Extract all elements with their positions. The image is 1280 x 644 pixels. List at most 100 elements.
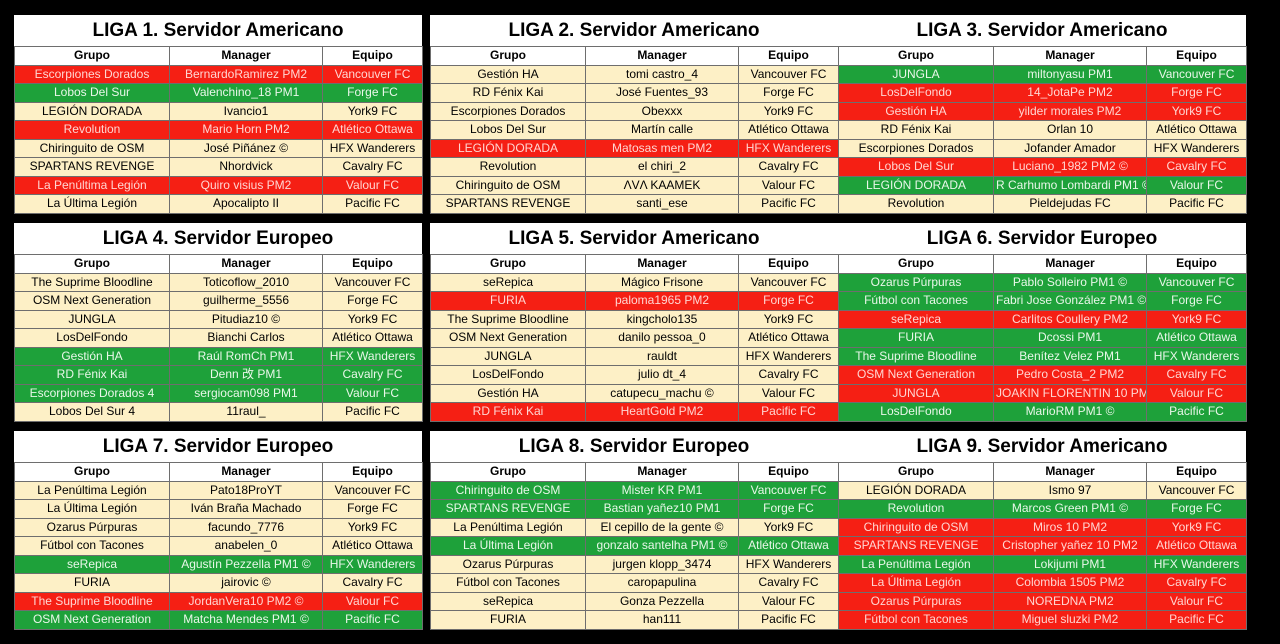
league-table-1: LIGA 1. Servidor Americano Grupo Manager Eq… bbox=[14, 15, 423, 214]
table-row: LosDelFondo 14_JotaPe PM2 Forge FC bbox=[838, 83, 1247, 103]
league-title: LIGA 3. Servidor Americano bbox=[838, 15, 1246, 46]
league-title: LIGA 1. Servidor Americano bbox=[14, 15, 422, 46]
manager-cell: Pato18ProYT bbox=[169, 480, 323, 500]
table-row: SPARTANS REVENGE Bastian yañez10 PM1 Forge… bbox=[430, 499, 839, 519]
group-cell: OSM Next Generation bbox=[14, 610, 170, 630]
team-cell: York9 FC bbox=[738, 101, 839, 121]
group-cell: La Última Legión bbox=[14, 194, 170, 214]
header-group: Grupo bbox=[430, 462, 586, 482]
team-cell: HFX Wanderers bbox=[1146, 346, 1247, 366]
group-cell: Gestión HA bbox=[430, 383, 586, 403]
manager-cell: Orlan 10 bbox=[993, 120, 1147, 140]
manager-cell: catupecu_machu © bbox=[585, 383, 739, 403]
group-cell: Lobos Del Sur bbox=[14, 83, 170, 103]
manager-cell: danilo pessoa_0 bbox=[585, 328, 739, 348]
header-row: Grupo Manager Equipo bbox=[838, 462, 1247, 482]
manager-cell: Fabri Jose González PM1 © bbox=[993, 291, 1147, 311]
manager-cell: Matosas men PM2 bbox=[585, 138, 739, 158]
table-row: La Última Legión Apocalipto II Pacific FC bbox=[14, 194, 423, 214]
manager-cell: Mario Horn PM2 bbox=[169, 120, 323, 140]
group-cell: Chiringuito de OSM bbox=[14, 138, 170, 158]
header-team: Equipo bbox=[322, 254, 423, 274]
manager-cell: Toticoflow_2010 bbox=[169, 272, 323, 292]
team-cell: Pacific FC bbox=[322, 402, 423, 422]
table-row: Escorpiones Dorados 4 sergiocam098 PM1 Val… bbox=[14, 383, 423, 403]
manager-cell: jairovic © bbox=[169, 573, 323, 593]
team-cell: Pacific FC bbox=[1146, 402, 1247, 422]
manager-cell: julio dt_4 bbox=[585, 365, 739, 385]
team-cell: Forge FC bbox=[738, 83, 839, 103]
team-cell: Vancouver FC bbox=[1146, 272, 1247, 292]
table-row: SPARTANS REVENGE Nhordvick Cavalry FC bbox=[14, 157, 423, 177]
group-cell: seRepica bbox=[430, 272, 586, 292]
team-cell: York9 FC bbox=[1146, 309, 1247, 329]
table-row: Revolution Pieldejudas FC Pacific FC bbox=[838, 194, 1247, 214]
group-cell: Chiringuito de OSM bbox=[430, 175, 586, 195]
manager-cell: tomi castro_4 bbox=[585, 64, 739, 84]
header-group: Grupo bbox=[14, 462, 170, 482]
table-row: The Suprime Bloodline Benítez Velez PM1 HF… bbox=[838, 346, 1247, 366]
group-cell: SPARTANS REVENGE bbox=[838, 536, 994, 556]
group-cell: LEGIÓN DORADA bbox=[838, 175, 994, 195]
header-manager: Manager bbox=[585, 462, 739, 482]
manager-cell: Miros 10 PM2 bbox=[993, 517, 1147, 537]
manager-cell: Pitudiaz10 © bbox=[169, 309, 323, 329]
league-table-2: LIGA 2. Servidor Americano Grupo Manager Eq… bbox=[430, 15, 839, 214]
table-row: OSM Next Generation Pedro Costa_2 PM2 Cava… bbox=[838, 365, 1247, 385]
team-cell: Atlético Ottawa bbox=[322, 536, 423, 556]
table-row: Lobos Del Sur 4 11raul_ Pacific FC bbox=[14, 402, 423, 422]
manager-cell: Benítez Velez PM1 bbox=[993, 346, 1147, 366]
team-cell: Cavalry FC bbox=[738, 365, 839, 385]
manager-cell: Matcha Mendes PM1 © bbox=[169, 610, 323, 630]
manager-cell: sergiocam098 PM1 bbox=[169, 383, 323, 403]
header-manager: Manager bbox=[169, 254, 323, 274]
group-cell: Lobos Del Sur bbox=[430, 120, 586, 140]
group-cell: LEGIÓN DORADA bbox=[14, 101, 170, 121]
standings-table: Grupo Manager Equipo seRepica Mágico Frisone… bbox=[430, 254, 839, 422]
group-cell: Chiringuito de OSM bbox=[430, 480, 586, 500]
manager-cell: Pedro Costa_2 PM2 bbox=[993, 365, 1147, 385]
group-cell: Revolution bbox=[430, 157, 586, 177]
header-row: Grupo Manager Equipo bbox=[14, 462, 423, 482]
team-cell: Valour FC bbox=[738, 591, 839, 611]
table-row: Lobos Del Sur Luciano_1982 PM2 © Cavalry F… bbox=[838, 157, 1247, 177]
team-cell: York9 FC bbox=[322, 101, 423, 121]
team-cell: York9 FC bbox=[1146, 517, 1247, 537]
team-cell: Atlético Ottawa bbox=[738, 536, 839, 556]
table-row: RD Fénix Kai Denn 改 PM1 Cavalry FC bbox=[14, 365, 423, 385]
team-cell: Cavalry FC bbox=[322, 365, 423, 385]
group-cell: Fútbol con Tacones bbox=[838, 610, 994, 630]
manager-cell: NOREDNA PM2 bbox=[993, 591, 1147, 611]
manager-cell: el chiri_2 bbox=[585, 157, 739, 177]
table-row: JUNGLA miltonyasu PM1 Vancouver FC bbox=[838, 64, 1247, 84]
team-cell: HFX Wanderers bbox=[738, 554, 839, 574]
manager-cell: Valenchino_18 PM1 bbox=[169, 83, 323, 103]
header-group: Grupo bbox=[430, 46, 586, 66]
table-row: RD Fénix Kai José Fuentes_93 Forge FC bbox=[430, 83, 839, 103]
manager-cell: paloma1965 PM2 bbox=[585, 291, 739, 311]
header-manager: Manager bbox=[585, 46, 739, 66]
group-cell: LosDelFondo bbox=[838, 83, 994, 103]
header-row: Grupo Manager Equipo bbox=[838, 254, 1247, 274]
group-cell: RD Fénix Kai bbox=[430, 83, 586, 103]
manager-cell: han111 bbox=[585, 610, 739, 630]
group-cell: OSM Next Generation bbox=[14, 291, 170, 311]
group-cell: RD Fénix Kai bbox=[14, 365, 170, 385]
table-row: Lobos Del Sur Valenchino_18 PM1 Forge FC bbox=[14, 83, 423, 103]
table-row: JUNGLA rauldt HFX Wanderers bbox=[430, 346, 839, 366]
standings-table: Grupo Manager Equipo JUNGLA miltonyasu PM1 Va… bbox=[838, 46, 1247, 214]
league-table-9: LIGA 9. Servidor Americano Grupo Manager Eq… bbox=[838, 431, 1247, 630]
table-row: The Suprime Bloodline JordanVera10 PM2 © V… bbox=[14, 591, 423, 611]
table-row: seRepica Carlitos Coullery PM2 York9 FC bbox=[838, 309, 1247, 329]
manager-cell: 11raul_ bbox=[169, 402, 323, 422]
team-cell: Pacific FC bbox=[322, 194, 423, 214]
team-cell: Forge FC bbox=[1146, 291, 1247, 311]
league-title: LIGA 2. Servidor Americano bbox=[430, 15, 838, 46]
team-cell: HFX Wanderers bbox=[322, 138, 423, 158]
table-row: Gestión HA tomi castro_4 Vancouver FC bbox=[430, 64, 839, 84]
table-row: Ozarus Púrpuras facundo_7776 York9 FC bbox=[14, 517, 423, 537]
header-row: Grupo Manager Equipo bbox=[14, 254, 423, 274]
team-cell: Vancouver FC bbox=[738, 480, 839, 500]
standings-table: Grupo Manager Equipo LEGIÓN DORADA Ismo 97 Va… bbox=[838, 462, 1247, 630]
manager-cell: Agustín Pezzella PM1 © bbox=[169, 554, 323, 574]
